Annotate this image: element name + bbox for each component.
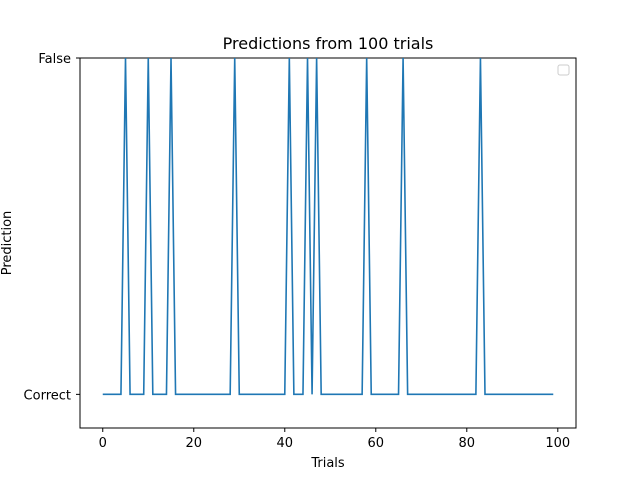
chart-title: Predictions from 100 trials	[223, 34, 434, 53]
axes-frame	[79, 57, 577, 429]
prediction-series-line	[102, 57, 554, 396]
x-tick-label: 60	[368, 436, 385, 451]
x-tick-label: 40	[276, 436, 293, 451]
x-axis-label: Trials	[310, 456, 345, 471]
x-tick-label: 100	[545, 436, 570, 451]
x-tick-label: 80	[459, 436, 476, 451]
y-tick-label: Correct	[24, 388, 71, 403]
series-layer	[102, 57, 554, 396]
y-axis-ticks: Correct False	[24, 52, 80, 403]
y-axis-label: Prediction	[0, 211, 15, 276]
x-tick-label: 0	[99, 436, 107, 451]
legend-box	[557, 64, 570, 76]
y-tick-label: False	[38, 52, 71, 67]
x-axis-ticks: 0 20 40 60 80 100	[99, 428, 570, 451]
x-tick-label: 20	[185, 436, 202, 451]
plot-area	[79, 57, 577, 429]
